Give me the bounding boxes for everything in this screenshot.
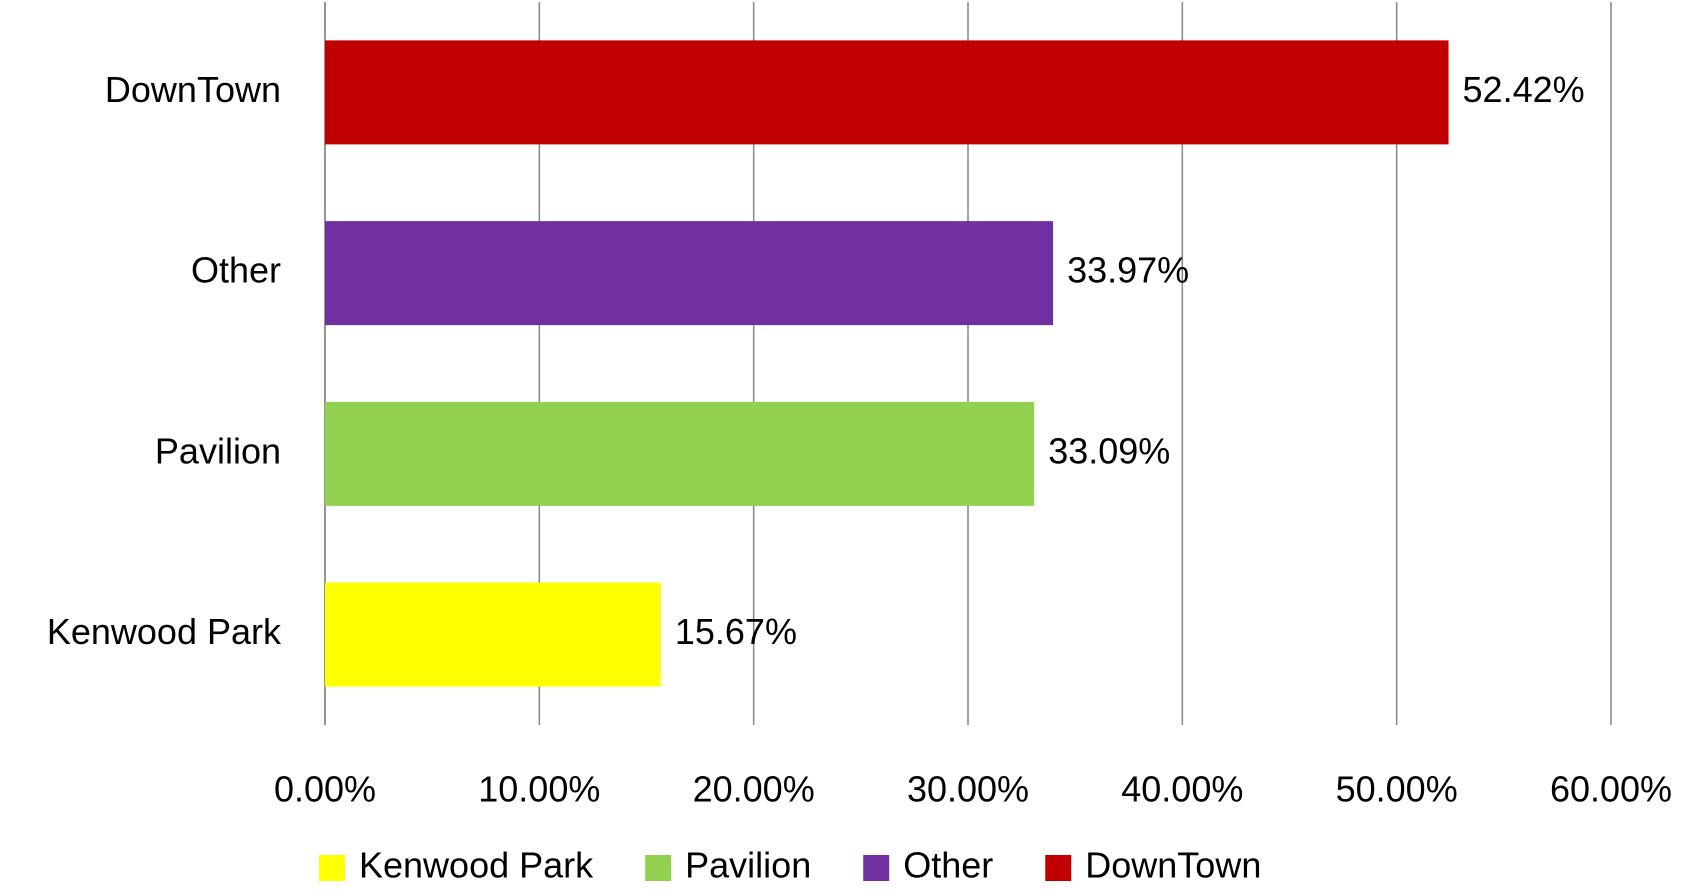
y-tick-label: Other (191, 250, 281, 291)
legend-label: Kenwood Park (359, 845, 594, 886)
x-tick-label: 0.00% (274, 769, 376, 810)
x-tick-label: 30.00% (907, 769, 1029, 810)
data-label: 52.42% (1463, 69, 1585, 110)
x-tick-label: 40.00% (1121, 769, 1243, 810)
legend-label: Pavilion (685, 845, 811, 886)
bar (325, 221, 1054, 326)
legend-swatch (863, 855, 890, 881)
x-tick-label: 50.00% (1336, 769, 1458, 810)
y-tick-label: Pavilion (155, 430, 281, 471)
x-tick-label: 60.00% (1550, 769, 1672, 810)
x-tick-label: 20.00% (693, 769, 815, 810)
legend-swatch (645, 855, 672, 881)
data-label: 33.97% (1067, 250, 1189, 291)
bar (325, 40, 1449, 145)
data-label: 33.09% (1048, 430, 1170, 471)
legend-label: DownTown (1085, 845, 1261, 886)
bar (325, 582, 661, 687)
bar (325, 401, 1035, 506)
legend-swatch (1045, 855, 1072, 881)
data-label: 15.67% (675, 611, 797, 652)
legend-label: Other (903, 845, 993, 886)
x-tick-label: 10.00% (478, 769, 600, 810)
y-tick-label: DownTown (105, 69, 281, 110)
y-tick-label: Kenwood Park (47, 611, 282, 652)
legend-swatch (319, 855, 345, 881)
